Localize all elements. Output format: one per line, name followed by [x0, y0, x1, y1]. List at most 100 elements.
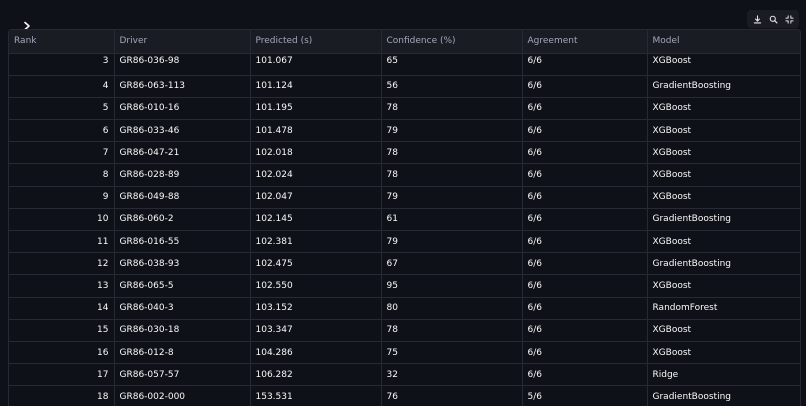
rank-cell[interactable]: 18 [9, 385, 115, 406]
rank-cell[interactable]: 5 [9, 97, 115, 121]
predicted-cell[interactable]: 102.145 [250, 208, 382, 232]
agreement-cell[interactable]: 6/6 [522, 363, 648, 387]
rank-cell[interactable]: 15 [9, 319, 115, 342]
driver-cell[interactable]: GR86-030-18 [114, 319, 251, 342]
predicted-cell[interactable]: 153.531 [250, 385, 382, 406]
predicted-cell[interactable]: 101.195 [250, 97, 382, 121]
column-header-agreement[interactable]: Agreement [522, 30, 648, 54]
table-row[interactable]: 11 GR86-016-55 102.381 79 6/6 XGBoost [9, 230, 800, 254]
model-cell[interactable]: XGBoost [647, 141, 800, 165]
model-cell[interactable]: XGBoost [647, 53, 800, 76]
agreement-cell[interactable]: 6/6 [522, 163, 648, 187]
agreement-cell[interactable]: 6/6 [522, 230, 648, 254]
model-cell[interactable]: XGBoost [647, 319, 800, 342]
confidence-cell[interactable]: 61 [381, 208, 523, 232]
table-row[interactable]: 16 GR86-012-8 104.286 75 6/6 XGBoost [9, 341, 800, 365]
predicted-cell[interactable]: 103.152 [250, 297, 382, 320]
rank-cell[interactable]: 11 [9, 230, 115, 254]
rank-cell[interactable]: 10 [9, 208, 115, 232]
rank-cell[interactable]: 4 [9, 75, 115, 98]
confidence-cell[interactable]: 78 [381, 97, 523, 121]
fullscreen-button[interactable] [781, 11, 797, 27]
driver-cell[interactable]: GR86-065-5 [114, 274, 251, 298]
column-header-driver[interactable]: Driver [114, 30, 251, 54]
table-row[interactable]: 3 GR86-036-98 101.067 65 6/6 XGBoost [9, 53, 800, 76]
table-row[interactable]: 9 GR86-049-88 102.047 79 6/6 XGBoost [9, 186, 800, 209]
confidence-cell[interactable]: 76 [381, 385, 523, 406]
column-header-confidence[interactable]: Confidence (%) [381, 30, 523, 54]
table-row[interactable]: 10 GR86-060-2 102.145 61 6/6 GradientBoosting [9, 208, 800, 232]
table-row[interactable]: 13 GR86-065-5 102.550 95 6/6 XGBoost [9, 274, 800, 298]
model-cell[interactable]: GradientBoosting [647, 385, 800, 406]
agreement-cell[interactable]: 6/6 [522, 341, 648, 365]
predicted-cell[interactable]: 101.478 [250, 119, 382, 143]
model-cell[interactable]: XGBoost [647, 119, 800, 143]
agreement-cell[interactable]: 6/6 [522, 75, 648, 98]
driver-cell[interactable]: GR86-063-113 [114, 75, 251, 98]
table-row[interactable]: 8 GR86-028-89 102.024 78 6/6 XGBoost [9, 163, 800, 187]
table-row[interactable]: 18 GR86-002-000 153.531 76 5/6 GradientBoosti… [9, 385, 800, 406]
driver-cell[interactable]: GR86-038-93 [114, 252, 251, 276]
predicted-cell[interactable]: 102.047 [250, 186, 382, 209]
model-cell[interactable]: Ridge [647, 363, 800, 387]
model-cell[interactable]: GradientBoosting [647, 252, 800, 276]
model-cell[interactable]: XGBoost [647, 97, 800, 121]
model-cell[interactable]: XGBoost [647, 163, 800, 187]
table-row[interactable]: 12 GR86-038-93 102.475 67 6/6 GradientBoostin… [9, 252, 800, 276]
model-cell[interactable]: GradientBoosting [647, 208, 800, 232]
column-header-predicted[interactable]: Predicted (s) [250, 30, 382, 54]
rank-cell[interactable]: 9 [9, 186, 115, 209]
driver-cell[interactable]: GR86-040-3 [114, 297, 251, 320]
driver-cell[interactable]: GR86-012-8 [114, 341, 251, 365]
predicted-cell[interactable]: 102.024 [250, 163, 382, 187]
model-cell[interactable]: XGBoost [647, 341, 800, 365]
rank-cell[interactable]: 17 [9, 363, 115, 387]
confidence-cell[interactable]: 65 [381, 53, 523, 76]
rank-cell[interactable]: 3 [9, 53, 115, 76]
agreement-cell[interactable]: 6/6 [522, 297, 648, 320]
model-cell[interactable]: RandomForest [647, 297, 800, 320]
agreement-cell[interactable]: 6/6 [522, 319, 648, 342]
driver-cell[interactable]: GR86-033-46 [114, 119, 251, 143]
confidence-cell[interactable]: 78 [381, 319, 523, 342]
predicted-cell[interactable]: 106.282 [250, 363, 382, 387]
predicted-cell[interactable]: 104.286 [250, 341, 382, 365]
agreement-cell[interactable]: 6/6 [522, 274, 648, 298]
rank-cell[interactable]: 16 [9, 341, 115, 365]
driver-cell[interactable]: GR86-002-000 [114, 385, 251, 406]
table-row[interactable]: 6 GR86-033-46 101.478 79 6/6 XGBoost [9, 119, 800, 143]
driver-cell[interactable]: GR86-049-88 [114, 186, 251, 209]
driver-cell[interactable]: GR86-010-16 [114, 97, 251, 121]
confidence-cell[interactable]: 80 [381, 297, 523, 320]
model-cell[interactable]: XGBoost [647, 186, 800, 209]
agreement-cell[interactable]: 6/6 [522, 186, 648, 209]
confidence-cell[interactable]: 56 [381, 75, 523, 98]
table-row[interactable]: 4 GR86-063-113 101.124 56 6/6 GradientBoostin… [9, 75, 800, 98]
predicted-cell[interactable]: 102.018 [250, 141, 382, 165]
agreement-cell[interactable]: 6/6 [522, 252, 648, 276]
driver-cell[interactable]: GR86-057-57 [114, 363, 251, 387]
confidence-cell[interactable]: 78 [381, 163, 523, 187]
predicted-cell[interactable]: 102.550 [250, 274, 382, 298]
confidence-cell[interactable]: 79 [381, 230, 523, 254]
expand-sidebar-button[interactable] [17, 16, 37, 36]
column-header-model[interactable]: Model [647, 30, 800, 54]
confidence-cell[interactable]: 78 [381, 141, 523, 165]
table-row[interactable]: 14 GR86-040-3 103.152 80 6/6 RandomForest [9, 297, 800, 320]
predicted-cell[interactable]: 102.475 [250, 252, 382, 276]
rank-cell[interactable]: 13 [9, 274, 115, 298]
confidence-cell[interactable]: 67 [381, 252, 523, 276]
rank-cell[interactable]: 12 [9, 252, 115, 276]
predicted-cell[interactable]: 103.347 [250, 319, 382, 342]
agreement-cell[interactable]: 6/6 [522, 119, 648, 143]
agreement-cell[interactable]: 5/6 [522, 385, 648, 406]
confidence-cell[interactable]: 79 [381, 186, 523, 209]
driver-cell[interactable]: GR86-060-2 [114, 208, 251, 232]
predicted-cell[interactable]: 102.381 [250, 230, 382, 254]
driver-cell[interactable]: GR86-036-98 [114, 53, 251, 76]
confidence-cell[interactable]: 75 [381, 341, 523, 365]
model-cell[interactable]: XGBoost [647, 230, 800, 254]
confidence-cell[interactable]: 79 [381, 119, 523, 143]
agreement-cell[interactable]: 6/6 [522, 141, 648, 165]
agreement-cell[interactable]: 6/6 [522, 97, 648, 121]
